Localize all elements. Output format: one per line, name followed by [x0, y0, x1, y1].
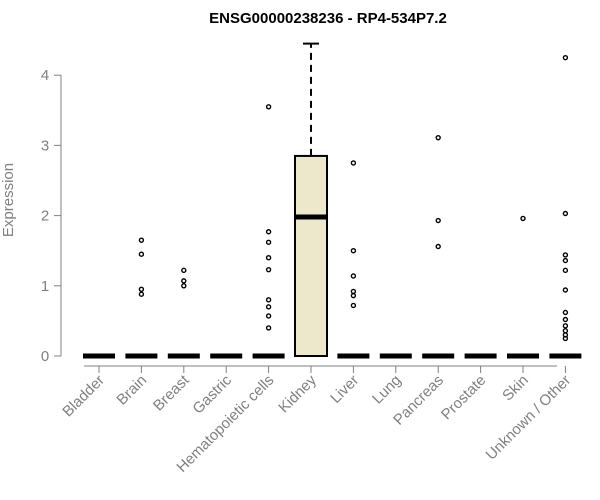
outlier-point [265, 313, 272, 319]
outlier-point [562, 316, 569, 323]
outlier-point [562, 335, 569, 342]
outlier-point [350, 160, 357, 166]
y-tick-label: 1 [41, 278, 49, 295]
outlier-point [562, 210, 569, 217]
y-tick-label: 0 [41, 348, 49, 365]
outlier-point [138, 237, 145, 243]
outlier-point [265, 255, 272, 261]
x-tick-label: Bladder [59, 372, 108, 421]
outlier-point [181, 267, 187, 274]
box-9 [422, 134, 455, 359]
outlier-point [265, 229, 272, 235]
outlier-point [265, 266, 272, 273]
box-12 [549, 54, 582, 359]
x-tick-label: Breast [150, 371, 193, 414]
boxes [83, 42, 582, 359]
box-body [294, 154, 328, 357]
box-6 [294, 42, 328, 357]
box-5 [252, 104, 285, 359]
outlier-point [350, 292, 357, 299]
outlier-point [265, 239, 272, 245]
y-tick-label: 3 [41, 137, 49, 154]
outlier-point [350, 302, 357, 309]
box-11 [507, 215, 539, 359]
outlier-point [350, 273, 357, 279]
outlier-point [138, 251, 145, 257]
outlier-point [138, 286, 145, 293]
x-tick-label: Skin [499, 372, 532, 405]
x-tick-label: Brain [113, 372, 150, 409]
y-tick-label: 2 [41, 208, 49, 225]
x-tick-label: Liver [327, 372, 362, 407]
box-7 [337, 160, 370, 359]
y-axis-label: Expression [0, 163, 17, 237]
outlier-point [562, 309, 569, 316]
outlier-point [435, 243, 441, 250]
outlier-point [435, 134, 441, 141]
box-2 [125, 237, 158, 359]
outlier-point [562, 257, 569, 264]
chart-title: ENSG00000238236 - RP4-534P7.2 [209, 10, 447, 27]
outlier-point [562, 54, 569, 61]
outlier-point [562, 267, 569, 274]
outlier-point [562, 328, 569, 334]
outlier-point [350, 247, 357, 254]
y-tick-label: 4 [41, 67, 49, 84]
outlier-point [138, 291, 145, 297]
box-3 [167, 267, 200, 359]
outlier-point [520, 215, 526, 222]
outlier-point [265, 104, 272, 110]
outlier-point [562, 323, 569, 329]
outlier-point [350, 288, 357, 295]
outlier-point [265, 304, 272, 310]
outlier-point [562, 287, 569, 293]
outlier-point [181, 283, 187, 289]
outlier-point [265, 325, 272, 331]
outlier-point [265, 297, 272, 303]
x-tick-label: Lung [369, 372, 405, 408]
y-ticks: 0 1 2 3 4 [41, 67, 61, 365]
outlier-point [435, 217, 441, 224]
x-tick-label: Kidney [275, 371, 320, 416]
outlier-point [562, 252, 569, 258]
outlier-point [181, 278, 187, 284]
x-tick-label: Prostate [438, 372, 490, 424]
